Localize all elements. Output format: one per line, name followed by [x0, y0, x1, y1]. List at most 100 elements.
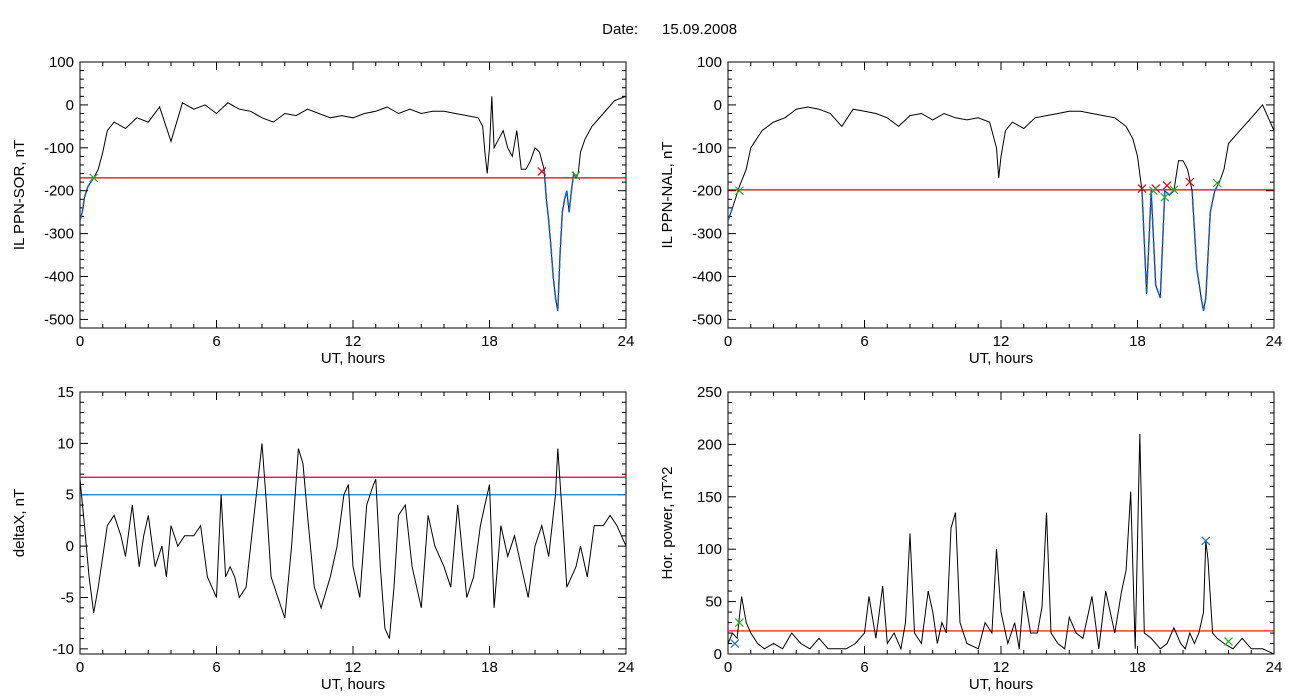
y-tick-label: 0	[714, 97, 722, 114]
y-tick-label: 100	[697, 54, 722, 71]
event-marker	[1162, 181, 1172, 190]
x-tick-label: 18	[481, 333, 498, 350]
y-tick-label: 50	[705, 594, 722, 611]
chart-tl: 0 6 12 18 24 -500 -400 -300 -200 -100 0 100 UT, hour…	[11, 54, 634, 367]
y-tick-label: -500	[692, 311, 722, 328]
event-marker	[730, 639, 740, 648]
plot-frame	[79, 61, 627, 329]
series-line	[80, 443, 626, 639]
event-marker	[1137, 184, 1147, 193]
x-tick-label: 24	[618, 333, 635, 350]
marker-stroke	[89, 173, 99, 183]
y-tick-label: -10	[52, 641, 74, 658]
y-axis-label: deltaX, nT	[11, 489, 28, 557]
y-tick-label: 15	[57, 384, 74, 401]
event-marker	[1201, 536, 1211, 546]
x-axis-label: UT, hours	[321, 350, 385, 367]
chart-bl: 0 6 12 18 24 -10 -5 0 5 10 15 UT, hours deltaX, nT	[11, 384, 634, 693]
y-tick-label: 0	[66, 97, 74, 114]
marker-stroke	[1185, 177, 1195, 187]
x-tick-label: 0	[76, 333, 84, 350]
marker-stroke	[1212, 178, 1222, 188]
marker-stroke	[734, 618, 744, 627]
series-line	[728, 433, 1274, 654]
marker-stroke	[734, 186, 744, 196]
date-value: 15.09.2008	[662, 21, 737, 38]
x-tick-label: 6	[212, 659, 220, 676]
x-tick-label: 0	[724, 333, 732, 350]
marker-stroke	[1201, 536, 1211, 546]
marker-stroke	[1169, 185, 1179, 195]
event-marker	[734, 618, 744, 627]
y-tick-label: 5	[66, 487, 74, 504]
event-marker	[1185, 177, 1195, 187]
x-tick-label: 12	[993, 333, 1010, 350]
highlight-segment	[1141, 188, 1175, 299]
y-axis-label: IL PPN-NAL, nT	[659, 142, 676, 249]
x-axis-label: UT, hours	[969, 350, 1033, 367]
event-marker	[1149, 186, 1158, 196]
y-tick-label: 250	[697, 384, 722, 401]
marker-stroke	[730, 639, 740, 648]
series-line	[80, 95, 626, 311]
event-marker	[571, 171, 581, 181]
y-tick-label: -100	[692, 140, 722, 157]
x-tick-label: 6	[860, 659, 868, 676]
x-tick-label: 24	[618, 659, 635, 676]
marker-stroke	[1160, 192, 1170, 202]
y-tick-label: 100	[697, 541, 722, 558]
highlight-segment	[1191, 181, 1221, 311]
highlight-segment	[543, 169, 577, 311]
date-label: Date:	[602, 21, 638, 38]
y-tick-label: -5	[61, 589, 74, 606]
y-tick-label: -200	[44, 183, 74, 200]
marker-stroke	[1224, 636, 1233, 646]
y-axis-label: Hor. power, nT^2	[659, 467, 676, 580]
event-marker	[734, 186, 744, 196]
event-marker	[1212, 178, 1222, 188]
marker-stroke	[1137, 184, 1147, 193]
x-tick-label: 6	[860, 333, 868, 350]
x-tick-label: 24	[1266, 333, 1283, 350]
x-tick-label: 6	[212, 333, 220, 350]
event-marker	[1169, 185, 1179, 195]
y-tick-label: -400	[44, 269, 74, 286]
marker-stroke	[571, 171, 581, 181]
y-tick-label: 200	[697, 436, 722, 453]
plot-frame	[727, 391, 1275, 655]
y-tick-label: 100	[49, 54, 74, 71]
x-tick-label: 18	[1129, 659, 1146, 676]
event-marker	[1160, 192, 1170, 202]
y-tick-label: 10	[57, 435, 74, 452]
event-marker	[1224, 636, 1233, 646]
x-tick-label: 18	[1129, 333, 1146, 350]
y-tick-label: 0	[714, 646, 722, 663]
x-tick-label: 12	[993, 659, 1010, 676]
event-marker	[537, 166, 547, 176]
y-tick-label: -400	[692, 269, 722, 286]
x-tick-label: 12	[345, 659, 362, 676]
highlight-segment	[80, 177, 95, 221]
marker-stroke	[1162, 181, 1172, 190]
x-tick-label: 18	[481, 659, 498, 676]
x-tick-label: 0	[724, 659, 732, 676]
marker-stroke	[537, 166, 547, 176]
y-tick-label: -300	[44, 226, 74, 243]
y-tick-label: -100	[44, 140, 74, 157]
plot-frame	[79, 391, 627, 655]
y-tick-label: -200	[692, 183, 722, 200]
y-tick-label: -300	[692, 226, 722, 243]
chart-br: 0 6 12 18 24 0 50 100 150 200 250 UT, hours Hor. pow…	[659, 384, 1282, 693]
x-axis-label: UT, hours	[969, 676, 1033, 693]
y-tick-label: -500	[44, 311, 74, 328]
event-marker	[89, 173, 99, 183]
chart-tr: 0 6 12 18 24 -500 -400 -300 -200 -100 0 100 UT, hour…	[659, 54, 1282, 367]
y-tick-label: 150	[697, 489, 722, 506]
y-tick-label: 0	[66, 538, 74, 555]
series-line	[728, 103, 1274, 311]
x-tick-label: 24	[1266, 659, 1283, 676]
highlight-segment	[728, 207, 734, 221]
x-tick-label: 12	[345, 333, 362, 350]
